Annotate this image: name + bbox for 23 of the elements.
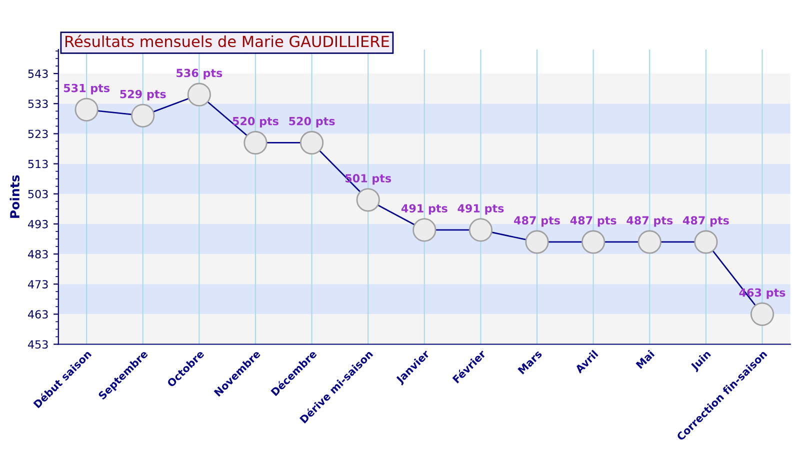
data-label: 531 pts	[64, 84, 110, 94]
y-tick-label: 513	[28, 160, 48, 168]
data-label: 491 pts	[401, 204, 448, 215]
data-label: 536 pts	[176, 68, 222, 80]
chart-title: Résultats mensuels de Marie GAUDILLIERE	[66, 34, 389, 48]
y-tick-label: 483	[28, 250, 48, 258]
y-axis-title: Points	[10, 175, 20, 218]
y-tick-label: 493	[28, 220, 48, 228]
y-tick-label: 543	[28, 70, 48, 78]
data-label: 491 pts	[458, 204, 504, 215]
y-tick-label: 473	[28, 280, 48, 288]
data-label: 487 pts	[682, 216, 729, 227]
y-tick-label: 523	[28, 130, 48, 138]
y-tick-label: 463	[28, 310, 48, 319]
data-label: 487 pts	[626, 216, 673, 227]
y-tick-label: 533	[28, 100, 48, 108]
data-label: 487 pts	[514, 216, 560, 227]
data-label: 520 pts	[232, 116, 278, 128]
y-tick-label: 503	[28, 190, 48, 198]
y-tick-label: 453	[28, 340, 48, 349]
data-label: 520 pts	[289, 116, 335, 128]
data-label: 529 pts	[120, 90, 166, 100]
data-label: 487 pts	[570, 216, 616, 227]
